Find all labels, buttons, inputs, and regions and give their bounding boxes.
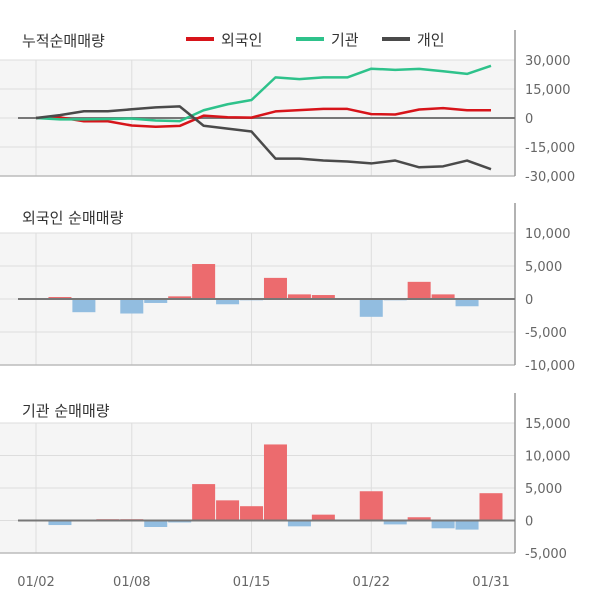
bar [359,299,383,317]
bar [311,514,335,521]
series-line-2 [35,105,492,171]
bar [407,281,431,299]
y-tick-label: -10,000 [525,359,575,374]
y-tick-label: 0 [525,112,533,127]
x-tick-label: 01/02 [17,575,54,590]
y-tick-label: 0 [525,515,533,530]
panel-title: 기관 순매매량 [22,402,110,420]
y-tick-label: 5,000 [525,260,562,275]
bar [431,294,455,299]
series-line-1 [35,64,492,123]
bar [359,491,383,521]
panel-title: 외국인 순매매량 [22,209,124,227]
bar [383,520,407,525]
x-tick-label: 01/15 [233,575,270,590]
y-tick-label: -5,000 [525,547,567,562]
bar [192,264,216,299]
bar [455,299,479,307]
bar [120,299,144,314]
y-tick-label: 15,000 [525,83,571,98]
x-tick-label: 01/31 [472,575,509,590]
bar [144,299,168,303]
bar [455,520,479,530]
bar [48,520,72,526]
y-tick-label: -5,000 [525,326,567,341]
bar [168,296,192,299]
bar [192,484,216,521]
x-tick-label: 01/22 [353,575,390,590]
bar [240,506,264,521]
y-tick-label: 15,000 [525,417,571,432]
bar [287,294,311,299]
legend-label: 외국인 [221,31,262,49]
bar [407,517,431,521]
y-tick-label: 30,000 [525,54,571,69]
bar [72,299,96,313]
legend-label: 개인 [417,31,445,49]
bar [287,520,311,527]
bar [144,520,168,527]
bar [263,277,287,299]
y-tick-label: 10,000 [525,450,571,465]
bar [311,295,335,299]
bar [431,520,455,529]
y-tick-label: -30,000 [525,170,575,185]
y-tick-label: 0 [525,293,533,308]
legend-label: 기관 [331,31,359,49]
y-tick-label: -15,000 [525,141,575,156]
series-line-0 [35,106,491,128]
bar [216,500,240,521]
bar [479,493,503,521]
y-tick-label: 5,000 [525,482,562,497]
y-tick-label: 10,000 [525,227,571,242]
x-tick-label: 01/08 [113,575,150,590]
bar [216,299,240,305]
bar [263,444,287,521]
panel-title: 누적순매매량 [22,32,105,50]
